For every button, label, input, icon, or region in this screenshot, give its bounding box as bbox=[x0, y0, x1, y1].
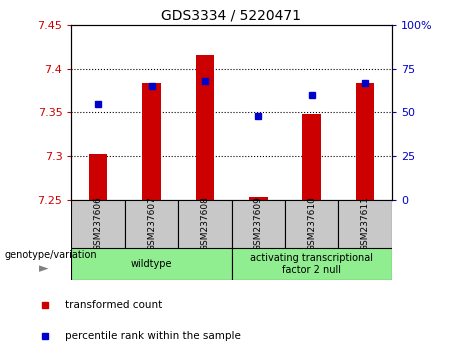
Text: activating transcriptional
factor 2 null: activating transcriptional factor 2 null bbox=[250, 253, 373, 275]
Text: percentile rank within the sample: percentile rank within the sample bbox=[65, 331, 241, 342]
Text: GSM237610: GSM237610 bbox=[307, 196, 316, 251]
Text: GSM237608: GSM237608 bbox=[201, 196, 209, 251]
Text: GSM237609: GSM237609 bbox=[254, 196, 263, 251]
Bar bbox=[249, 198, 268, 200]
Bar bbox=[71, 200, 125, 248]
Text: GSM237606: GSM237606 bbox=[94, 196, 103, 251]
Text: transformed count: transformed count bbox=[65, 299, 163, 310]
Text: ►: ► bbox=[39, 263, 49, 275]
Bar bbox=[338, 200, 392, 248]
Text: wildtype: wildtype bbox=[131, 259, 172, 269]
Bar bbox=[231, 248, 392, 280]
Bar bbox=[71, 248, 231, 280]
Bar bbox=[178, 200, 231, 248]
Bar bbox=[302, 114, 321, 200]
Text: GSM237607: GSM237607 bbox=[147, 196, 156, 251]
Bar bbox=[89, 154, 107, 200]
Bar bbox=[356, 84, 374, 200]
Bar bbox=[195, 56, 214, 200]
Bar bbox=[142, 84, 161, 200]
Text: GSM237611: GSM237611 bbox=[361, 196, 370, 251]
Text: GDS3334 / 5220471: GDS3334 / 5220471 bbox=[160, 9, 301, 23]
Bar bbox=[285, 200, 338, 248]
Bar bbox=[231, 200, 285, 248]
Bar bbox=[125, 200, 178, 248]
Text: genotype/variation: genotype/variation bbox=[5, 250, 97, 260]
